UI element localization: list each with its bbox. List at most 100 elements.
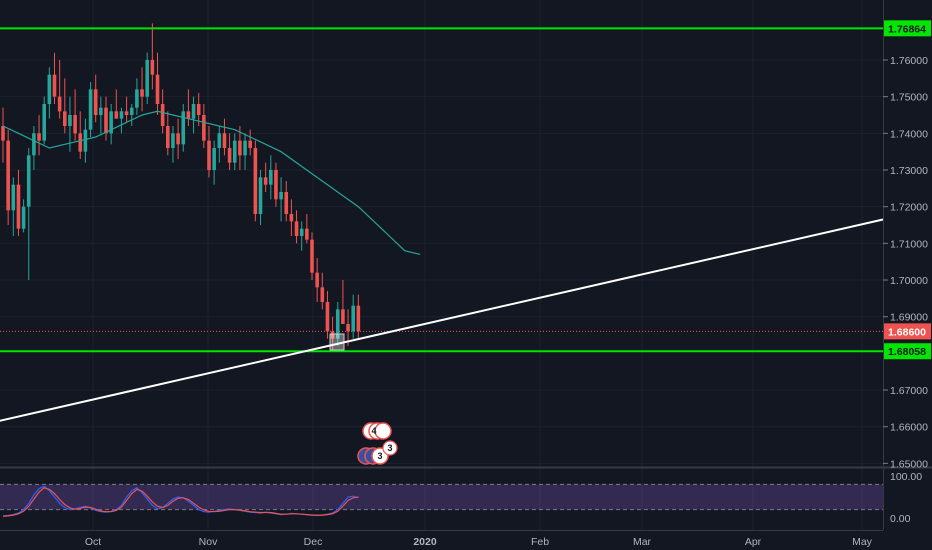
candle-body	[73, 115, 77, 134]
time-tick-label: Nov	[199, 536, 218, 548]
candle-body	[129, 107, 134, 116]
candle-body	[217, 133, 222, 149]
moving-average	[2, 110, 421, 255]
candle-body	[238, 140, 242, 156]
price-tick-label: 1.70000	[890, 275, 928, 287]
price-tick-label: 1.76000	[890, 55, 928, 67]
candle-body	[160, 104, 165, 127]
candle-body	[335, 309, 340, 339]
candle-body	[330, 331, 335, 339]
oscillator-pane	[0, 483, 883, 517]
candle-body	[279, 192, 283, 200]
last-price-tag	[884, 323, 931, 340]
trendline[interactable]	[0, 218, 884, 422]
candle-body	[52, 74, 57, 97]
candle-body	[57, 96, 62, 112]
time-tick-label: May	[852, 536, 873, 548]
splits-label: 3	[387, 443, 392, 453]
candle-body	[253, 148, 258, 215]
earnings-label: 4	[371, 426, 376, 436]
candle-body	[93, 89, 98, 116]
candle-body	[135, 89, 139, 108]
candle-body	[155, 74, 160, 105]
moving-average-line	[2, 110, 421, 255]
trendline-line[interactable]	[0, 218, 884, 422]
earnings-marker[interactable]: 4	[362, 422, 392, 440]
candle-body	[222, 133, 227, 149]
price-tick-label: 1.69000	[890, 312, 928, 324]
price-tick-label: 1.73000	[890, 165, 928, 177]
oscillator-line-2	[2, 487, 359, 517]
splits-marker[interactable]: 3	[382, 440, 398, 456]
price-tick-label: 1.74000	[890, 128, 928, 140]
price-tick-label: 1.67000	[890, 385, 928, 397]
candle-body	[181, 111, 186, 145]
candle-body	[227, 148, 232, 163]
candle-body	[176, 133, 180, 145]
candle-body	[186, 111, 191, 119]
price-tick-label: 1.72000	[890, 202, 928, 214]
candle-body	[212, 148, 216, 171]
candle-body	[196, 104, 201, 116]
candle-body	[32, 133, 36, 156]
candle-body	[171, 133, 175, 149]
last-price-label: 1.68600	[888, 326, 926, 338]
candle-body	[202, 115, 206, 141]
candle-body	[140, 89, 144, 97]
candle-body	[145, 60, 149, 97]
candle-body	[16, 184, 21, 229]
candle-body	[299, 228, 304, 237]
candle-body	[310, 239, 314, 273]
candlestick-series	[1, 23, 361, 351]
candle-body	[243, 140, 247, 156]
price-tick-label: 1.65000	[890, 458, 928, 470]
time-tick-label: Feb	[531, 536, 549, 548]
level-tag-label: 1.76864	[888, 23, 926, 35]
candle-body	[325, 302, 330, 332]
candle-body	[248, 140, 252, 149]
candle-body	[88, 89, 93, 130]
candle-body	[284, 192, 289, 215]
candle-body	[119, 111, 124, 119]
candle-body	[315, 272, 319, 288]
candle-body	[47, 74, 52, 105]
oscillator-band	[0, 484, 883, 510]
candle-body	[274, 170, 278, 200]
candle-body	[294, 221, 299, 237]
time-tick-label: Dec	[304, 536, 323, 548]
candle-body	[150, 60, 155, 75]
candle-body	[289, 214, 294, 222]
grid	[0, 0, 883, 530]
event-markers[interactable]: 4 3 3	[357, 422, 398, 465]
dividends-label: 3	[377, 451, 382, 461]
candle-body	[104, 107, 108, 134]
candle-body	[11, 184, 16, 211]
candle-body	[21, 206, 26, 229]
candle-body	[356, 305, 361, 332]
time-axis[interactable]: Oct Nov Dec 2020 Feb Mar Apr May	[0, 530, 883, 549]
candle-body	[83, 129, 88, 152]
level-tag-label: 1.68058	[888, 346, 926, 358]
oscillator-tick-label: 0.00	[890, 513, 911, 525]
candle-body	[37, 133, 41, 141]
candle-body	[109, 111, 113, 134]
candle-body	[258, 177, 263, 215]
time-tick-label: Apr	[745, 536, 762, 548]
horizontal-levels[interactable]: 1.76864 1.68058 1.68600	[0, 20, 931, 360]
candle-body	[26, 155, 31, 207]
candle-body	[124, 111, 129, 116]
candle-body	[42, 104, 46, 141]
time-tick-label: Oct	[85, 536, 101, 548]
price-axis[interactable]: 1.76000 1.75000 1.74000 1.73000 1.72000 1.710…	[883, 0, 928, 530]
price-tick-label: 1.75000	[890, 92, 928, 104]
candle-body	[191, 104, 196, 119]
candle-body	[346, 324, 350, 332]
oscillator-tick-label: 100.00	[890, 471, 922, 483]
candle-body	[305, 228, 309, 240]
candle-body	[68, 115, 72, 127]
candle-body	[351, 305, 355, 332]
candle-body	[1, 126, 5, 141]
level-tag	[884, 20, 931, 37]
